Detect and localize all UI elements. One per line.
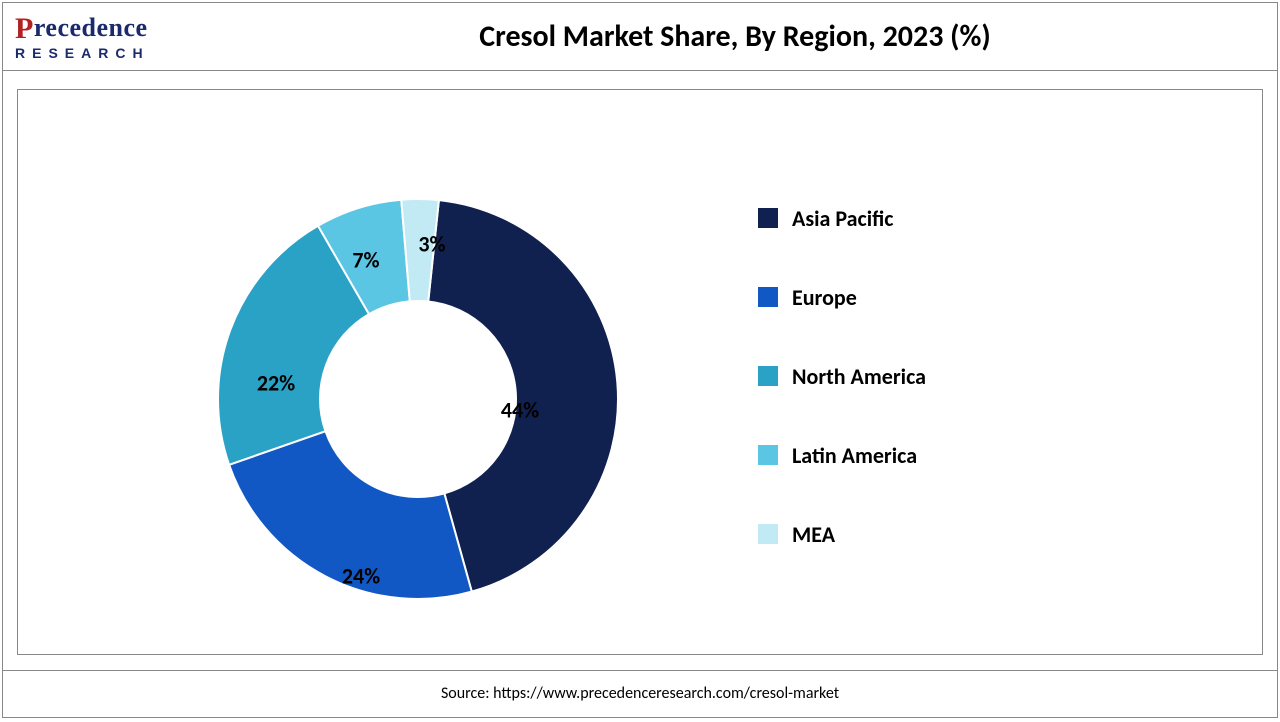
outer-frame: Precedence RESEARCH Cresol Market Share,… (2, 2, 1278, 718)
source-text: Source: https://www.precedenceresearch.c… (441, 684, 839, 703)
legend-label: Europe (792, 284, 857, 311)
legend-swatch (758, 287, 778, 307)
chart-box: 44% 24% 22% 7% 3% Asia Pacific Europe No… (17, 89, 1263, 655)
brand-top: Precedence (15, 14, 205, 44)
legend-swatch (758, 445, 778, 465)
legend-item-mea: MEA (758, 521, 1262, 548)
legend-label: North America (792, 363, 926, 390)
legend: Asia Pacific Europe North America Latin … (718, 145, 1262, 600)
brand-bottom: RESEARCH (15, 46, 205, 60)
donut-area: 44% 24% 22% 7% 3% (18, 90, 718, 654)
legend-item-latin-america: Latin America (758, 442, 1262, 469)
body-row: 44% 24% 22% 7% 3% Asia Pacific Europe No… (3, 71, 1277, 671)
legend-label: Latin America (792, 442, 917, 469)
slice-label-mea: 3% (418, 231, 445, 258)
chart-title: Cresol Market Share, By Region, 2023 (%) (205, 18, 1265, 55)
title-area: Cresol Market Share, By Region, 2023 (%) (205, 18, 1265, 55)
slice-label-north-america: 22% (257, 370, 295, 397)
legend-swatch (758, 208, 778, 228)
legend-item-asia-pacific: Asia Pacific (758, 205, 1262, 232)
brand-p-icon: P (15, 12, 34, 45)
legend-item-europe: Europe (758, 284, 1262, 311)
slice-label-europe: 24% (342, 563, 380, 590)
legend-label: MEA (792, 521, 835, 548)
brand-word: recedence (34, 13, 148, 42)
legend-label: Asia Pacific (792, 205, 894, 232)
slice-label-latin-america: 7% (352, 247, 379, 274)
slice-label-asia-pacific: 44% (501, 397, 539, 424)
header-row: Precedence RESEARCH Cresol Market Share,… (3, 3, 1277, 71)
brand-logo: Precedence RESEARCH (15, 14, 205, 60)
legend-swatch (758, 524, 778, 544)
footer-row: Source: https://www.precedenceresearch.c… (3, 671, 1277, 715)
legend-swatch (758, 366, 778, 386)
legend-item-north-america: North America (758, 363, 1262, 390)
